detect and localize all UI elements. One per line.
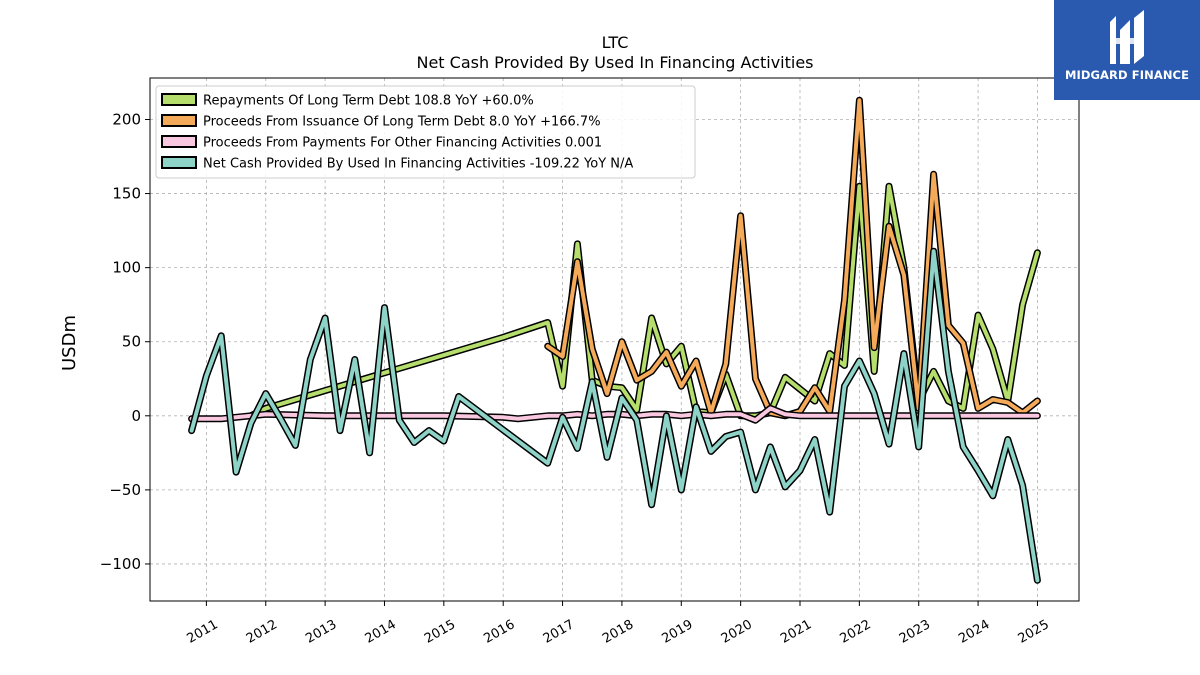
x-tick-label: 2018 [600,617,636,647]
x-tick-label: 2020 [719,617,755,647]
series-line [189,249,1040,583]
brand-logo-icon [1110,10,1144,64]
y-tick-label: 200 [112,110,141,128]
brand-name: MIDGARD FINANCE [1064,68,1190,82]
x-tick-label: 2014 [363,617,399,647]
series-net-cash-provided-by-used-in-financing-activities [188,247,1041,584]
x-tick-label: 2013 [303,617,339,647]
x-tick-label: 2016 [481,617,517,647]
y-tick-label: 50 [122,333,141,351]
brand-logo: MIDGARD FINANCE [1054,0,1200,100]
legend: Repayments Of Long Term Debt 108.8 YoY +… [155,85,696,179]
legend-swatch [161,135,197,148]
plot-frame [149,77,1080,602]
x-tick-label: 2024 [956,617,992,647]
legend-entry: Net Cash Provided By Used In Financing A… [203,157,633,172]
legend-entry: Proceeds From Payments For Other Financi… [203,136,602,151]
y-axis-label: USDm [59,315,80,371]
legend-box [155,85,696,179]
y-tick-label: −100 [100,555,141,573]
x-tick-label: 2011 [185,617,221,647]
x-tick-label: 2021 [778,617,814,647]
x-tick-label: 2025 [1016,617,1052,647]
x-tick-label: 2015 [422,617,458,647]
legend-swatch [161,114,197,127]
series-lines [188,96,1041,584]
y-tick-label: 150 [112,185,141,203]
legend-swatch [161,93,197,106]
x-tick-label: 2012 [244,617,280,647]
y-tick-label: 100 [112,259,141,277]
y-tick-label: −50 [109,481,141,499]
y-tick-label: 0 [131,407,141,425]
legend-entry: Proceeds From Issuance Of Long Term Debt… [203,115,601,130]
x-tick-label: 2023 [897,617,933,647]
chart-subtitle: Net Cash Provided By Used In Financing A… [416,53,813,72]
x-tick-label: 2022 [838,617,874,647]
legend-entry: Repayments Of Long Term Debt 108.8 YoY +… [203,94,534,109]
x-tick-label: 2017 [541,617,577,647]
chart-title: LTC [602,33,629,52]
x-tick-label: 2019 [659,617,695,647]
legend-swatch [161,156,197,169]
